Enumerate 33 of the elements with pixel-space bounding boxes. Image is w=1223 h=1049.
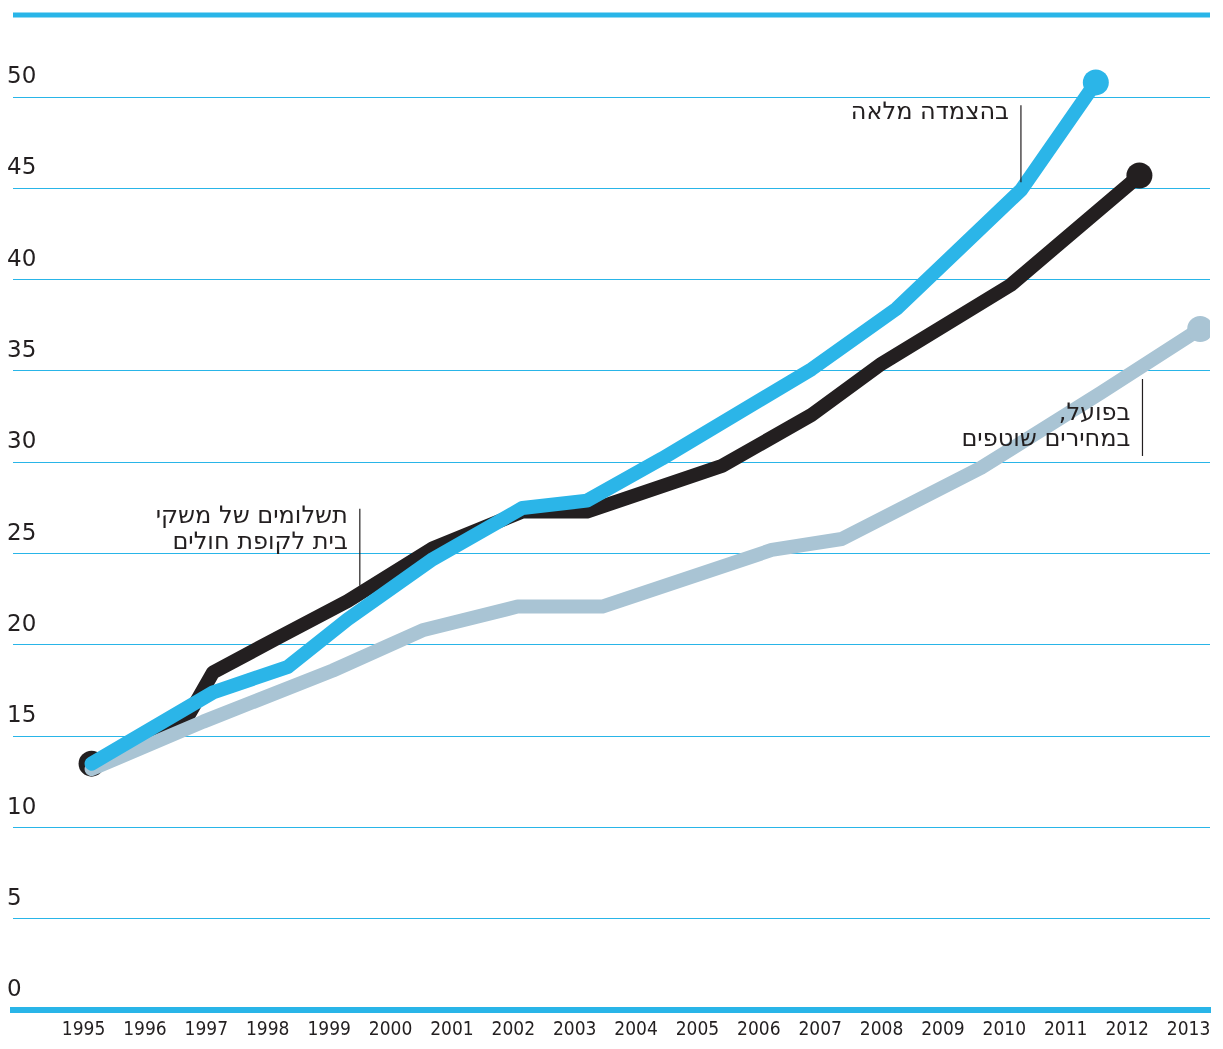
x-tick-label: 1998: [246, 1016, 290, 1039]
y-tick-label: 30: [7, 427, 37, 454]
y-tick-label: 40: [7, 244, 37, 271]
x-tick-label: 2002: [491, 1016, 536, 1039]
y-tick-label: 45: [7, 153, 37, 180]
x-tick-label: 1995: [61, 1016, 106, 1039]
y-tick-label: 15: [7, 701, 37, 728]
x-tick-label: 2004: [614, 1016, 658, 1039]
annotation: בפועל, במחירים שוטפים: [961, 398, 1131, 453]
x-tick-label: 2007: [798, 1016, 842, 1039]
y-tick-label: 10: [7, 792, 37, 819]
x-tick-label: 2005: [675, 1016, 720, 1039]
y-tick-label: 35: [7, 335, 37, 362]
y-tick-label: 0: [7, 975, 22, 1002]
annotation: בהצמדה מלאה: [850, 97, 1009, 126]
annotation: תשלומים של משקי בית לקופת חולים: [155, 501, 348, 556]
y-tick-label: 5: [7, 883, 22, 910]
x-tick-label: 1999: [307, 1016, 351, 1039]
x-tick-label: 2009: [921, 1016, 965, 1039]
x-tick-label: 2011: [1044, 1016, 1088, 1039]
x-tick-label: 2010: [982, 1016, 1027, 1039]
x-tick-label: 2013: [1166, 1016, 1211, 1039]
x-tick-label: 2006: [737, 1016, 781, 1039]
x-tick-label: 2003: [552, 1016, 597, 1039]
x-tick-label: 2000: [368, 1016, 413, 1039]
x-tick-label: 2008: [859, 1016, 904, 1039]
y-tick-label: 20: [7, 609, 37, 636]
y-tick-label: 25: [7, 518, 37, 545]
x-tick-label: 2012: [1105, 1016, 1149, 1039]
x-tick-label: 1997: [184, 1016, 229, 1039]
x-tick-label: 1996: [123, 1016, 167, 1039]
y-tick-label: 50: [7, 61, 37, 88]
x-tick-label: 2001: [430, 1016, 474, 1039]
